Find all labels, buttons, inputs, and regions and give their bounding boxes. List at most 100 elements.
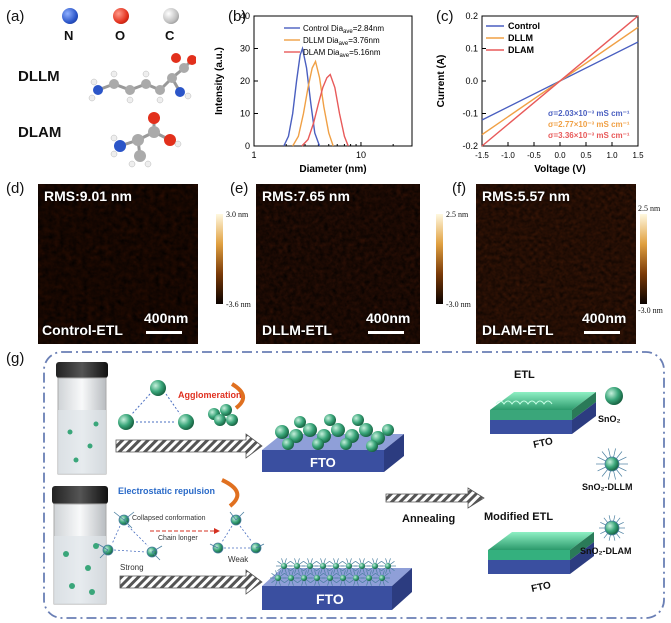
fto-label-modified: FTO <box>530 580 552 595</box>
legend-sno2: SnO₂ <box>598 387 623 424</box>
chart-c-xtick-label: 1.5 <box>632 151 644 160</box>
chart-c-ylabel: Current (A) <box>436 55 447 108</box>
chart-c-xtick-label: -0.5 <box>527 151 541 160</box>
atom-o-sphere <box>113 8 129 24</box>
sno2-ligand-particle <box>348 570 364 586</box>
agglomeration-arrow <box>230 382 245 410</box>
sno2-ligand-particle <box>315 558 331 574</box>
fto-substrate-bottom <box>262 558 412 610</box>
sno2-ligand-particle <box>354 558 370 574</box>
fto-label-etl: FTO <box>532 436 554 451</box>
chart-c-xtick-label: 0.5 <box>580 151 592 160</box>
chart-b-ytick-label: 0 <box>245 141 250 151</box>
chart-c-legend-label-0: Control <box>508 21 540 31</box>
panel-label-d: (d) <box>6 180 25 197</box>
chart-b-series-0 <box>283 45 321 147</box>
dls-size-distribution-chart: 0 10 20 30 40 1 10 Diameter (nm) Intensity (a.u.… <box>214 11 413 175</box>
afm-scale-bar-dllm <box>368 331 404 334</box>
afm-scale-bar-control <box>146 331 182 334</box>
legend-sno2-dllm: SnO₂-DLLM <box>582 448 633 492</box>
chart-b-xtick-label: 10 <box>356 150 366 160</box>
sno2-ligand-particle <box>276 558 292 574</box>
sno2-ligand-particle <box>322 570 338 586</box>
chart-c-xtick-label: -1.5 <box>475 151 489 160</box>
electrostatic-arrow <box>221 478 240 508</box>
process-arrow-top <box>115 433 263 459</box>
panel-label-c: (c) <box>436 8 454 25</box>
afm-cbar-max-control: 3.0 nm <box>226 210 249 219</box>
sno2-ligand-particle <box>596 448 628 480</box>
fto-label-top: FTO <box>310 455 336 470</box>
agglomeration-label: Agglomeration <box>178 390 242 400</box>
chart-c-sigma-1: σ=2.77×10⁻³ mS cm⁻¹ <box>548 120 630 129</box>
afm-cbar-min-dllm: -3.0 nm <box>446 300 471 309</box>
afm-colorbar-dlam <box>640 214 647 304</box>
vial-top <box>56 362 108 475</box>
annealing-arrow <box>385 487 485 509</box>
chart-b-xlabel: Diameter (nm) <box>299 164 366 175</box>
modified-etl-label: Modified ETL <box>484 511 553 523</box>
chart-c-ytick-label: 0.1 <box>465 44 478 54</box>
schematic-diagram: Agglomeration FTO Electrostatic repulsio… <box>43 351 665 619</box>
sno2-ligand-particle <box>361 570 377 586</box>
etl-film-bottom <box>488 532 594 574</box>
chart-b-ytick-label: 40 <box>240 11 250 21</box>
afm-cbar-max-dllm: 2.5 nm <box>446 210 469 219</box>
legend-sno2-dlam: SnO₂-DLAM <box>580 515 632 556</box>
afm-scale-bar-dlam <box>584 331 620 334</box>
afm-colorbar-control <box>216 214 223 304</box>
sno2-particles-triangle <box>118 380 238 430</box>
legend-sno2-dlam-label: SnO₂-DLAM <box>580 546 632 556</box>
chart-c-ytick-label: 0.2 <box>465 11 478 21</box>
chart-c-xlabel: Voltage (V) <box>534 164 585 175</box>
fto-label-bottom: FTO <box>316 591 344 607</box>
sno2-ligand-particle <box>328 558 344 574</box>
chart-c-xtick-label: -1.0 <box>501 151 515 160</box>
sno2-dlam-cluster-weak <box>209 511 265 554</box>
weak-label: Weak <box>228 555 249 564</box>
afm-scale-control: 400nm <box>144 310 189 326</box>
chart-c-series-2 <box>481 15 639 147</box>
panel-label-e: (e) <box>230 180 249 197</box>
atom-c-sphere <box>163 8 179 24</box>
afm-name-dllm: DLLM-ETL <box>262 322 332 338</box>
sno2-ligand-particle <box>599 515 625 541</box>
molecule-label-dlam: DLAM <box>18 124 62 141</box>
chart-c-ytick-label: 0.0 <box>465 76 478 86</box>
afm-name-dlam: DLAM-ETL <box>482 322 554 338</box>
etl-label: ETL <box>514 369 535 381</box>
fto-substrate-top <box>262 414 404 472</box>
afm-scale-dllm: 400nm <box>366 310 411 326</box>
afm-rms-dllm: RMS:7.65 nm <box>262 188 350 204</box>
chart-b-series-2 <box>301 73 349 147</box>
dlam-molecule-model <box>110 112 182 168</box>
afm-rms-control: RMS:9.01 nm <box>44 188 132 204</box>
afm-cbar-max-dlam: 2.5 nm <box>638 204 661 213</box>
chart-c-xtick-label: 0.0 <box>554 151 566 160</box>
collapsed-label: Collapsed conformation <box>132 515 206 522</box>
afm-name-control: Control-ETL <box>42 322 123 338</box>
panel-label-f: (f) <box>452 180 467 197</box>
afm-cbar-min-control: -3.6 nm <box>226 300 251 309</box>
atom-n-sphere <box>62 8 78 24</box>
chart-b-ytick-label: 20 <box>240 76 250 86</box>
chart-c-ytick-label: -0.2 <box>462 141 478 151</box>
panel-label-b: (b) <box>228 8 247 25</box>
afm-image-control: RMS:9.01 nm Control-ETL 400nm <box>38 184 198 344</box>
afm-cbar-min-dlam: -3.0 nm <box>638 306 663 315</box>
sno2-ligand-particle <box>380 558 396 574</box>
sno2-dllm-cluster-strong <box>97 511 163 561</box>
chart-c-legend-label-2: DLAM <box>508 45 534 55</box>
chart-b-ytick-label: 30 <box>240 44 250 54</box>
panel-label-a: (a) <box>6 8 25 25</box>
process-arrow-bottom <box>119 569 263 595</box>
chart-b-legend-label-1: DLLM Diaave=3.76nm <box>303 36 380 47</box>
chart-c-xtick-label: 1.0 <box>606 151 618 160</box>
afm-rms-dlam: RMS:5.57 nm <box>482 188 570 204</box>
atom-o-label: O <box>115 28 126 43</box>
dllm-molecule-model <box>88 53 196 104</box>
sno2-ligand-particle <box>374 570 390 586</box>
chain-longer-label: Chain longer <box>158 535 198 542</box>
legend-sno2-label: SnO₂ <box>598 414 621 424</box>
